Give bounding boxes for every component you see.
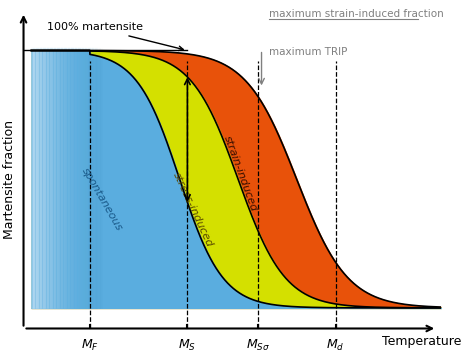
- Text: maximum strain-induced fraction: maximum strain-induced fraction: [269, 9, 444, 19]
- Text: $M_d$: $M_d$: [327, 337, 345, 353]
- Text: spontaneous: spontaneous: [80, 166, 124, 233]
- Text: Temperature: Temperature: [383, 335, 462, 348]
- Text: 100% martensite: 100% martensite: [47, 22, 183, 51]
- Text: maximum TRIP: maximum TRIP: [269, 47, 348, 57]
- Text: strain-induced: strain-induced: [222, 135, 258, 213]
- Text: stress-induced: stress-induced: [172, 171, 215, 249]
- Text: Martensite fraction: Martensite fraction: [3, 120, 17, 239]
- Text: $M_F$: $M_F$: [81, 337, 99, 353]
- Text: $M_{S\sigma}$: $M_{S\sigma}$: [246, 337, 270, 353]
- Text: $M_S$: $M_S$: [178, 337, 196, 353]
